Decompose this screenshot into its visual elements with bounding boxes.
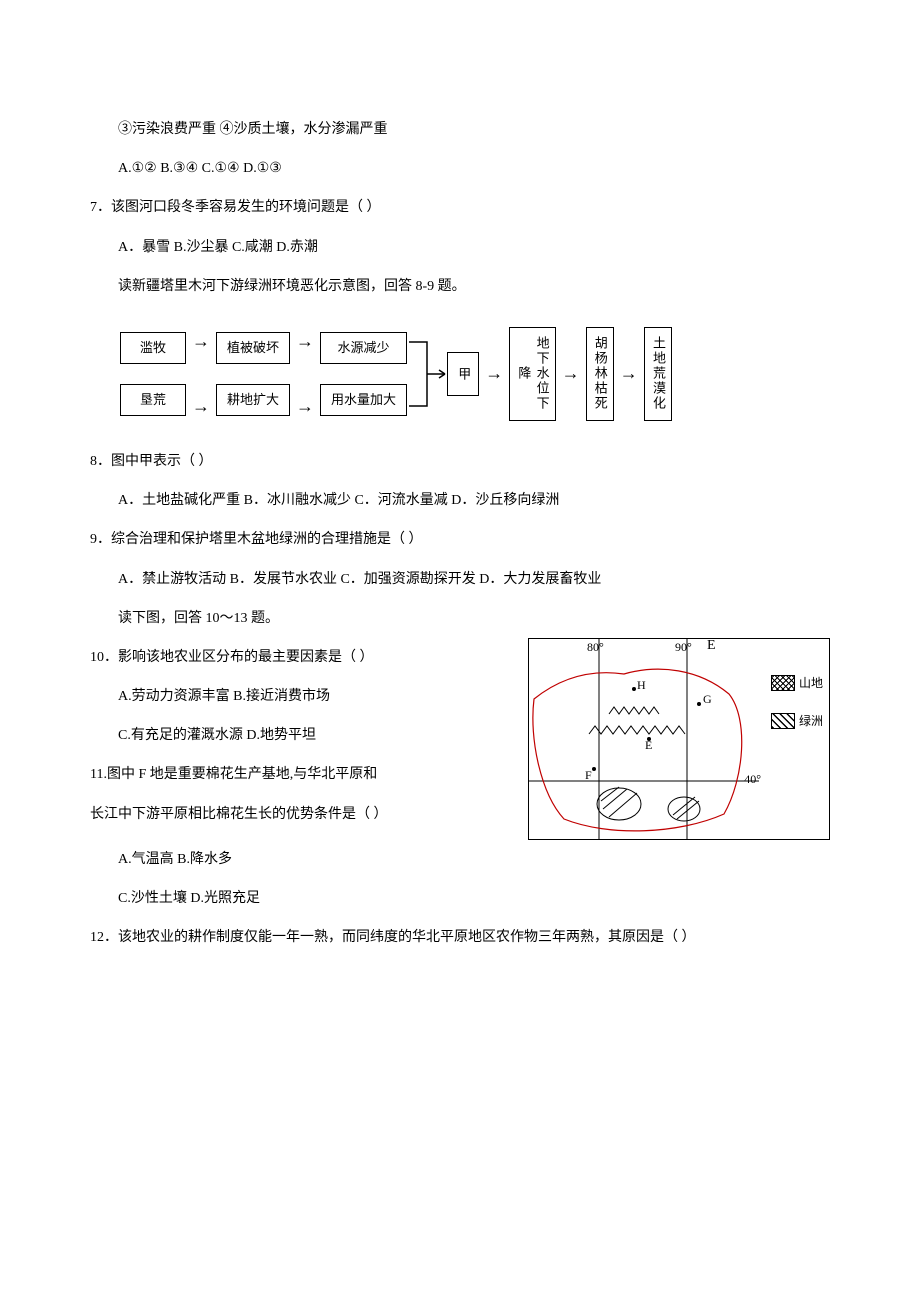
- map-lon-80: 80°: [587, 641, 604, 653]
- q10-option-ab: A.劳动力资源丰富 B.接近消费市场: [90, 677, 512, 716]
- q11-stem-b: 长江中下游平原相比棉花生长的优势条件是（ ）: [90, 795, 512, 834]
- box-overgrazing: 滥牧: [120, 332, 186, 364]
- box-populus-die: 胡杨林枯死: [586, 327, 614, 421]
- q8-options: A．土地盐碱化严重 B．冰川融水减少 C．河流水量减 D．沙丘移向绿洲: [90, 481, 830, 520]
- map-lat-40: 40°: [744, 773, 761, 785]
- q12-stem: 12．该地农业的耕作制度仅能一年一熟，而同纬度的华北平原地区农作物三年两熟，其原…: [90, 918, 830, 957]
- q7-options: A．暴雪 B.沙尘暴 C.咸潮 D.赤潮: [90, 228, 830, 267]
- q11-option-ab: A.气温高 B.降水多: [90, 840, 830, 879]
- map-point-g: G: [703, 693, 712, 705]
- intro-8-9: 读新疆塔里木河下游绿洲环境恶化示意图，回答 8-9 题。: [90, 267, 830, 306]
- map-point-e: E: [645, 739, 652, 751]
- map-figure: 80° 90° E 40° H G E F 山地 绿洲: [528, 638, 830, 840]
- arrow-icon: →: [290, 329, 320, 354]
- box-water-use-increase: 用水量加大: [320, 384, 407, 416]
- map-lon-90: 90°: [675, 641, 692, 653]
- map-point-h: H: [637, 679, 646, 691]
- legend-mountain: 山地: [771, 675, 823, 691]
- mountain-swatch-icon: [771, 675, 795, 691]
- q11-stem-a: 11.图中 F 地是重要棉花生产基地,与华北平原和: [90, 755, 512, 794]
- arrow-icon: →: [614, 361, 644, 386]
- arrow-icon: →: [556, 361, 586, 386]
- arrow-icon: →: [186, 394, 216, 419]
- q9-options: A．禁止游牧活动 B．发展节水农业 C．加强资源勘探开发 D．大力发展畜牧业: [90, 560, 830, 599]
- box-groundwater-drop: 地下水位下降: [509, 327, 555, 421]
- box-vegetation-destroy: 植被破坏: [216, 332, 290, 364]
- merge-bracket-icon: [407, 324, 447, 424]
- box-desertification: 土地荒漠化: [644, 327, 672, 421]
- q7-stem: 7．该图河口段冬季容易发生的环境问题是（ ）: [90, 188, 830, 227]
- box-water-decrease: 水源减少: [320, 332, 407, 364]
- arrow-icon: →: [290, 394, 320, 419]
- legend-oasis: 绿洲: [771, 713, 823, 729]
- flow-diagram: 滥牧 垦荒 → → 植被破坏 耕地扩大 → → 水源减少 用水量加大 甲 → 地…: [120, 324, 830, 424]
- q11-option-cd: C.沙性土壤 D.光照充足: [90, 879, 830, 918]
- intro-10-13: 读下图，回答 10～13 题。: [90, 599, 830, 638]
- map-axis-e: E: [707, 639, 716, 653]
- q6-options: A.①② B.③④ C.①④ D.①③: [90, 149, 830, 188]
- q10-stem: 10．影响该地农业区分布的最主要因素是（ ）: [90, 638, 512, 677]
- arrow-icon: →: [479, 361, 509, 386]
- q10-option-cd: C.有充足的灌溉水源 D.地势平坦: [90, 716, 512, 755]
- oasis-swatch-icon: [771, 713, 795, 729]
- legend-oasis-label: 绿洲: [799, 715, 823, 727]
- map-svg: [529, 639, 759, 839]
- box-reclamation: 垦荒: [120, 384, 186, 416]
- arrow-icon: →: [186, 329, 216, 354]
- legend-mountain-label: 山地: [799, 677, 823, 689]
- box-farmland-expand: 耕地扩大: [216, 384, 290, 416]
- q9-stem: 9．综合治理和保护塔里木盆地绿洲的合理措施是（ ）: [90, 520, 830, 559]
- map-point-f: F: [585, 769, 592, 781]
- stem-extra-options: ③污染浪费严重 ④沙质土壤，水分渗漏严重: [90, 110, 830, 149]
- q8-stem: 8．图中甲表示（ ）: [90, 442, 830, 481]
- box-jia: 甲: [447, 352, 479, 396]
